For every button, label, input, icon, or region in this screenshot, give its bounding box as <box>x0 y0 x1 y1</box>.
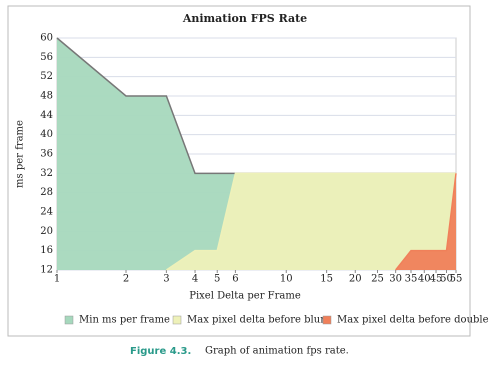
x-tick-label: 4 <box>192 274 198 285</box>
x-tick-label: 1 <box>54 274 60 285</box>
x-tick-label: 25 <box>371 274 384 285</box>
y-tick-label: 28 <box>40 187 53 198</box>
y-tick-label: 24 <box>40 207 53 218</box>
y-tick-label: 48 <box>40 91 53 102</box>
area <box>166 173 456 270</box>
x-tick-label: 10 <box>280 274 293 285</box>
x-tick-label: 45 <box>430 274 443 285</box>
x-tick-label: 50 <box>440 274 453 285</box>
legend-swatch <box>322 315 332 325</box>
y-tick-label: 44 <box>40 110 53 121</box>
x-tick-label: 40 <box>418 274 431 285</box>
x-axis-label: Pixel Delta per Frame <box>189 291 301 302</box>
legend-label: Min ms per frame <box>79 315 170 326</box>
x-tick-label: 6 <box>232 274 238 285</box>
x-tick-label: 55 <box>450 274 463 285</box>
area-line <box>395 173 457 271</box>
y-tick-label: 56 <box>40 52 53 63</box>
y-tick-label: 16 <box>40 245 53 256</box>
x-tick-label: 3 <box>163 274 169 285</box>
y-tick-label: 20 <box>40 226 53 237</box>
x-tick-label: 5 <box>214 274 220 285</box>
x-tick-label: 2 <box>123 274 129 285</box>
legend-swatch <box>172 315 182 325</box>
x-tick-label: 30 <box>389 274 402 285</box>
x-tick-label: 20 <box>349 274 362 285</box>
caption-label: Figure 4.3. <box>130 346 191 357</box>
area-line <box>165 172 456 271</box>
y-tick-label: 60 <box>40 33 53 44</box>
legend-label: Max pixel delta before double <box>337 315 489 326</box>
y-tick-label: 12 <box>40 265 53 276</box>
y-tick-label: 40 <box>40 129 53 140</box>
chart-title: Animation FPS Rate <box>182 12 307 25</box>
legend-swatch <box>64 315 74 325</box>
y-tick-label: 36 <box>40 149 53 160</box>
y-axis-label: ms per frame <box>15 120 26 188</box>
y-tick-label: 52 <box>40 71 53 82</box>
legend-label: Max pixel delta before blur <box>187 315 325 326</box>
y-tick-label: 32 <box>40 168 53 179</box>
x-tick-label: 15 <box>320 274 333 285</box>
x-tick-label: 35 <box>405 274 418 285</box>
caption-text: Graph of animation fps rate. <box>205 346 349 357</box>
